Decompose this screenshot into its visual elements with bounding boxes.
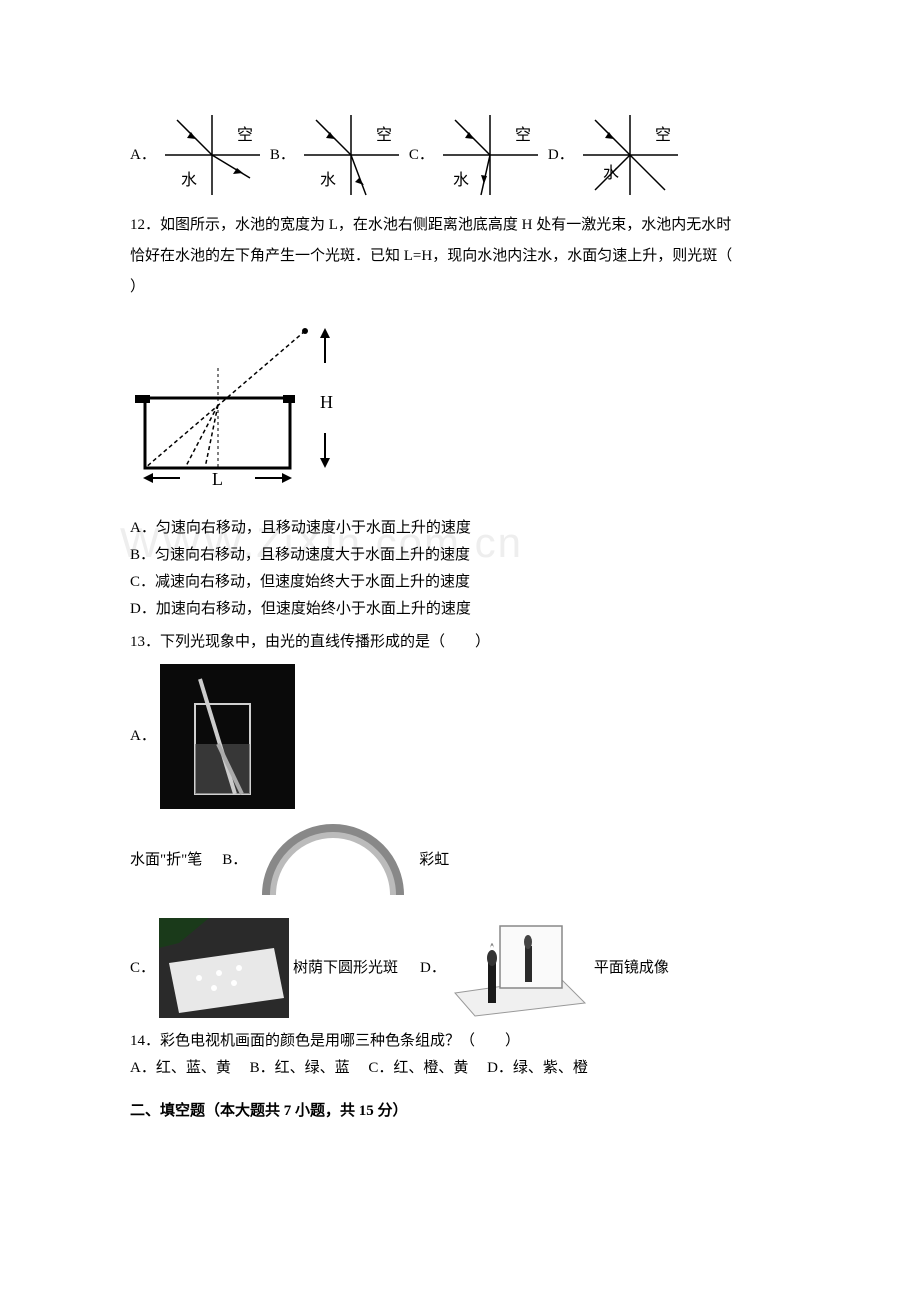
svg-text:空: 空: [515, 126, 531, 144]
q13-letter-d: D．: [420, 955, 446, 982]
q13-number: 13．: [130, 634, 160, 650]
q13-stem: 13．下列光现象中，由光的直线传播形成的是（ ）: [130, 629, 790, 656]
q13-image-c: [159, 918, 289, 1018]
q13-image-d: [450, 918, 590, 1018]
q14-stem-text: 彩色电视机画面的颜色是用哪三种色条组成？（ ）: [160, 1033, 520, 1049]
q14-choices: A．红、蓝、黄 B．红、绿、蓝 C．红、橙、黄 D．绿、紫、橙: [130, 1055, 790, 1082]
q12-choice-c: C．减速向右移动，但速度始终大于水面上升的速度: [130, 569, 790, 596]
q14-stem: 14．彩色电视机画面的颜色是用哪三种色条组成？（ ）: [130, 1028, 790, 1055]
q13-label-d: 平面镜成像: [594, 955, 669, 982]
q12-line1: 12．如图所示，水池的宽度为 L，在水池右侧距离池底高度 H 处有一激光束，水池…: [130, 212, 790, 239]
q11-diagram-d: 空 水: [578, 110, 688, 200]
q11-letter-d: D．: [548, 142, 574, 169]
q11-option-b: B． 空 水: [270, 110, 409, 200]
q11-option-a: A． 空 水: [130, 110, 270, 200]
q13-letter-c: C．: [130, 955, 155, 982]
q12-number: 12．: [130, 217, 160, 233]
q12-choice-d: D．加速向右移动，但速度始终小于水面上升的速度: [130, 596, 790, 623]
q12-choices: A．匀速向右移动，且移动速度小于水面上升的速度 B．匀速向右移动，且移动速度大于…: [130, 515, 790, 623]
q13-image-a: [160, 664, 295, 809]
q12-choice-a: A．匀速向右移动，且移动速度小于水面上升的速度: [130, 515, 790, 542]
q13-row-cd: C． 树荫下圆形光斑 D． 平面镜成像: [130, 918, 790, 1018]
svg-text:空: 空: [655, 126, 671, 144]
q13-letter-a: A．: [130, 723, 156, 750]
q11-diagram-c: 空 水: [438, 110, 548, 200]
q12-diagram: H L: [130, 313, 340, 493]
q12-line3: ）: [130, 274, 790, 301]
q13-label-a: 水面"折"笔: [130, 847, 202, 874]
svg-text:空: 空: [376, 126, 392, 144]
q13-stem-text: 下列光现象中，由光的直线传播形成的是（ ）: [160, 634, 490, 650]
svg-text:H: H: [320, 392, 333, 412]
q13-row-a: A．: [130, 664, 790, 809]
section2-heading: 二、填空题（本大题共 7 小题，共 15 分）: [130, 1098, 790, 1125]
q11-letter-b: B．: [270, 142, 295, 169]
q11-diagram-a: 空 水: [160, 110, 270, 200]
q13-label-b: 彩虹: [419, 847, 449, 874]
q12-choice-b: B．匀速向右移动，且移动速度大于水面上升的速度: [130, 542, 790, 569]
q11-letter-c: C．: [409, 142, 434, 169]
q11-diagram-b: 空 水: [299, 110, 409, 200]
q13-label-c: 树荫下圆形光斑: [293, 955, 398, 982]
q11-letter-a: A．: [130, 142, 156, 169]
q13-row-ab-labels: 水面"折"笔 B． 彩虹: [130, 823, 790, 898]
q11-option-c: C． 空 水: [409, 110, 548, 200]
q13-letter-b: B．: [222, 847, 247, 874]
svg-text:L: L: [212, 469, 223, 489]
q12-line2: 恰好在水池的左下角产生一个光斑．已知 L=H，现向水池内注水，水面匀速上升，则光…: [130, 243, 790, 270]
q13-block: WWW.ZiXin.com.cn 13．下列光现象中，由光的直线传播形成的是（ …: [130, 629, 790, 1018]
svg-text:水: 水: [320, 171, 336, 189]
q12-text1: 如图所示，水池的宽度为 L，在水池右侧距离池底高度 H 处有一激光束，水池内无水…: [160, 217, 731, 233]
svg-text:空: 空: [237, 126, 253, 144]
q11-options-row: A． 空 水 B． 空 水: [130, 110, 790, 200]
q11-option-d: D． 空 水: [548, 110, 688, 200]
svg-text:水: 水: [181, 171, 197, 189]
q14-number: 14．: [130, 1033, 160, 1049]
svg-text:水: 水: [603, 164, 619, 182]
svg-text:水: 水: [453, 171, 469, 189]
q13-image-b: [253, 823, 413, 898]
